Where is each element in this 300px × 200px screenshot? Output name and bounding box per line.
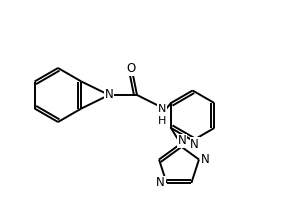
Text: N
H: N H	[158, 104, 166, 126]
Text: N: N	[178, 134, 186, 148]
Text: N: N	[105, 88, 113, 102]
Text: O: O	[126, 62, 136, 75]
Text: N: N	[190, 138, 199, 151]
Text: N: N	[156, 176, 165, 189]
Text: N: N	[201, 153, 209, 166]
